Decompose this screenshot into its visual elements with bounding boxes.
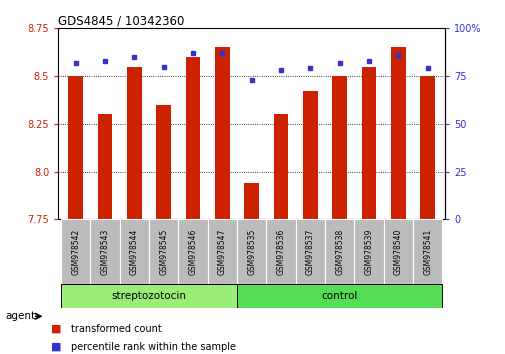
Text: GSM978543: GSM978543 [100, 229, 110, 275]
Text: GSM978537: GSM978537 [306, 229, 314, 275]
Text: GDS4845 / 10342360: GDS4845 / 10342360 [58, 14, 184, 27]
Bar [215, 47, 229, 219]
Text: GSM978542: GSM978542 [71, 229, 80, 275]
Bar [354, 219, 383, 285]
Bar [273, 114, 288, 219]
Bar [266, 219, 295, 285]
Bar [420, 76, 434, 219]
Bar [390, 47, 405, 219]
Bar [61, 219, 90, 285]
Bar [244, 183, 259, 219]
Bar [185, 57, 200, 219]
Text: control: control [321, 291, 357, 301]
Text: GSM978536: GSM978536 [276, 229, 285, 275]
Text: GSM978538: GSM978538 [334, 229, 343, 275]
Bar [120, 219, 149, 285]
Text: agent: agent [5, 311, 35, 321]
Bar [361, 67, 376, 219]
Bar [237, 219, 266, 285]
Bar [97, 114, 112, 219]
Text: percentile rank within the sample: percentile rank within the sample [71, 342, 235, 352]
Bar [61, 284, 237, 308]
Text: GSM978544: GSM978544 [130, 229, 139, 275]
Text: streptozotocin: streptozotocin [112, 291, 186, 301]
Bar [324, 219, 353, 285]
Bar [332, 76, 346, 219]
Text: ■: ■ [50, 324, 61, 334]
Bar [68, 76, 83, 219]
Bar [149, 219, 178, 285]
Bar [295, 219, 324, 285]
Text: GSM978541: GSM978541 [422, 229, 431, 275]
Bar [90, 219, 120, 285]
Bar [156, 105, 171, 219]
Text: GSM978547: GSM978547 [218, 229, 226, 275]
Bar [302, 91, 317, 219]
Bar [237, 284, 441, 308]
Bar [208, 219, 237, 285]
Text: GSM978540: GSM978540 [393, 229, 402, 275]
Bar [127, 67, 141, 219]
Text: ■: ■ [50, 342, 61, 352]
Text: GSM978546: GSM978546 [188, 229, 197, 275]
Bar [412, 219, 441, 285]
Bar [383, 219, 412, 285]
Bar [178, 219, 208, 285]
Text: GSM978545: GSM978545 [159, 229, 168, 275]
Text: transformed count: transformed count [71, 324, 161, 334]
Text: GSM978535: GSM978535 [247, 229, 256, 275]
Text: GSM978539: GSM978539 [364, 229, 373, 275]
